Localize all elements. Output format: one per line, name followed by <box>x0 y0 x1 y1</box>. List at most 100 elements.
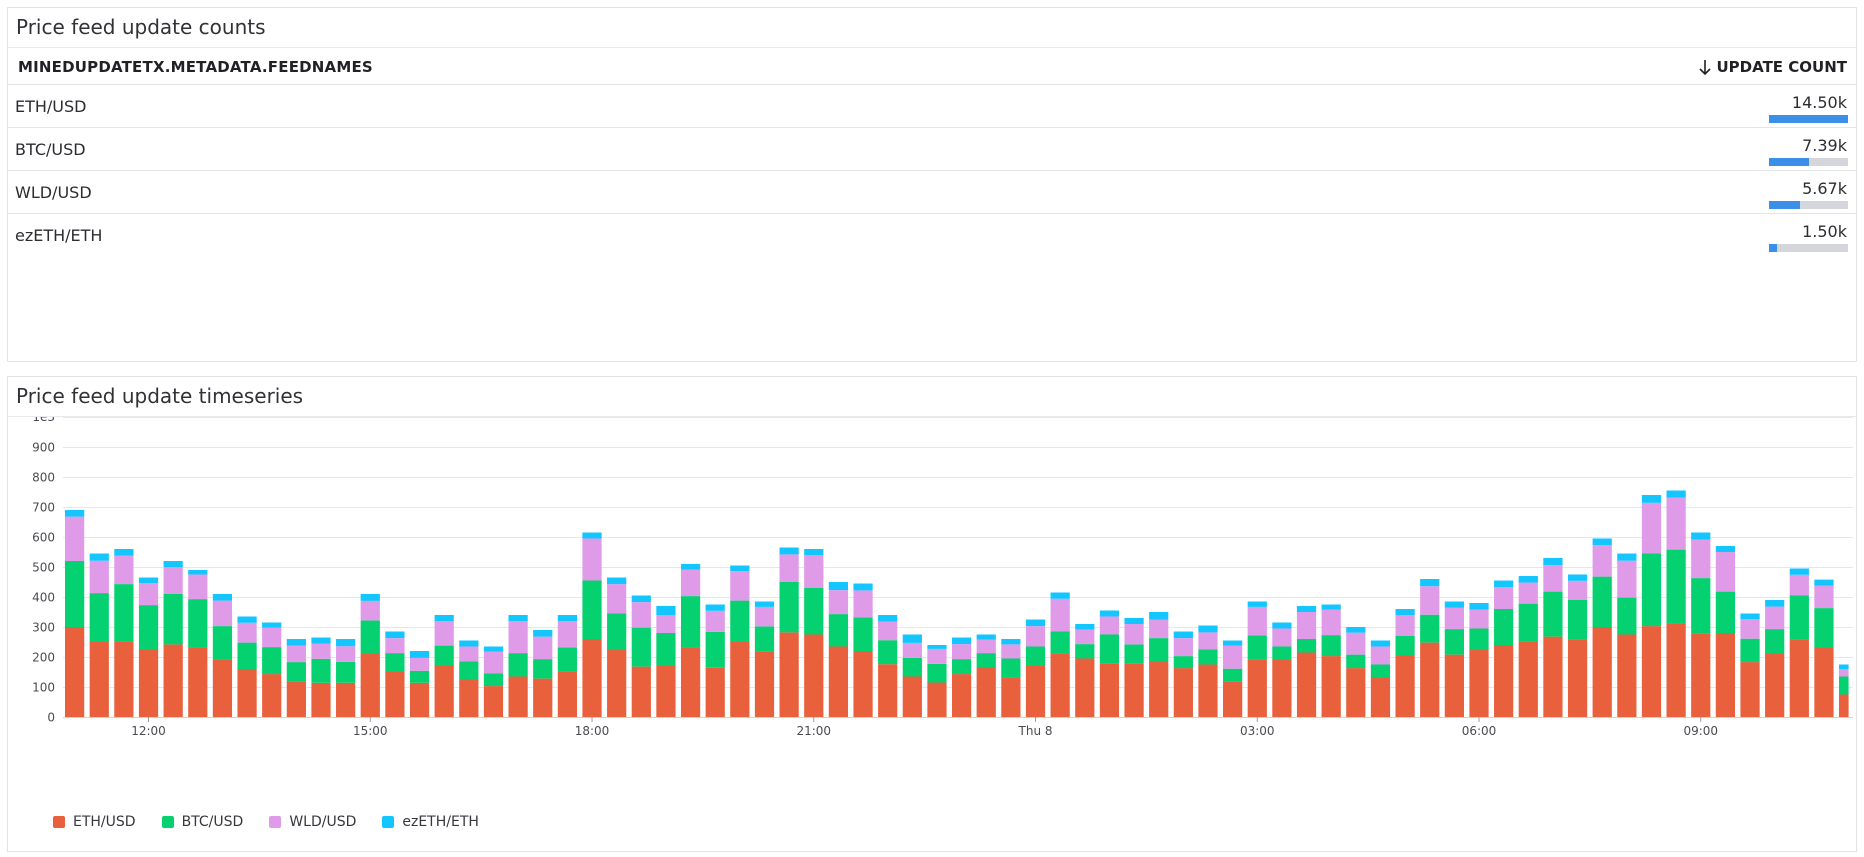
bar-segment-wld-usd <box>508 621 528 654</box>
bar-segment-wld-usd <box>237 622 257 643</box>
bar-segment-btc-usd <box>1149 638 1169 662</box>
bar-segment-eth-usd <box>902 676 922 717</box>
bar-segment-btc-usd <box>336 661 356 683</box>
bar-segment-btc-usd <box>114 584 134 642</box>
bar-segment-ezeth-eth <box>1494 580 1514 588</box>
count-bar-fill <box>1769 115 1848 123</box>
bar-segment-eth-usd <box>1715 633 1736 717</box>
table-row[interactable]: BTC/USD 7.39k <box>8 128 1856 171</box>
bar-segment-ezeth-eth <box>1001 639 1021 645</box>
bar-segment-wld-usd <box>1691 539 1711 579</box>
bar-segment-wld-usd <box>631 602 651 628</box>
count-bar-fill <box>1769 244 1778 252</box>
bar-segment-wld-usd <box>1075 629 1095 645</box>
bar-segment-btc-usd <box>1567 599 1588 640</box>
column-header-feednames[interactable]: MINEDUPDATETX.METADATA.FEEDNAMES <box>18 58 373 76</box>
bar-segment-eth-usd <box>1025 666 1046 717</box>
bar-segment-ezeth-eth <box>1321 604 1341 610</box>
bar-segment-wld-usd <box>804 555 824 588</box>
bar-segment-eth-usd <box>1592 627 1612 717</box>
bar-segment-btc-usd <box>138 605 159 650</box>
bar-segment-wld-usd <box>976 639 996 654</box>
bar-segment-btc-usd <box>1025 646 1046 666</box>
table-row[interactable]: ezETH/ETH 1.50k <box>8 214 1856 256</box>
bar-segment-ezeth-eth <box>730 565 750 572</box>
bar-segment-eth-usd <box>1198 664 1218 717</box>
feed-name: BTC/USD <box>15 140 86 159</box>
bar-segment-wld-usd <box>1740 619 1760 639</box>
bar-segment-ezeth-eth <box>1223 640 1243 646</box>
legend-item-eth-usd[interactable]: ETH/USD <box>53 814 136 830</box>
bar-segment-wld-usd <box>1296 612 1317 639</box>
bar-segment-ezeth-eth <box>1641 495 1662 503</box>
bar-segment-eth-usd <box>336 682 356 717</box>
bar-segment-wld-usd <box>1518 582 1538 604</box>
legend-item-btc-usd[interactable]: BTC/USD <box>161 814 243 830</box>
bar-segment-btc-usd <box>89 593 109 642</box>
bar-segment-btc-usd <box>1740 638 1760 663</box>
bar-segment-wld-usd <box>754 606 775 627</box>
bar-segment-ezeth-eth <box>188 570 208 575</box>
bar-segment-ezeth-eth <box>1444 601 1464 608</box>
count-bar-track <box>1769 158 1848 166</box>
bar-segment-wld-usd <box>1001 644 1021 659</box>
bar-segment-ezeth-eth <box>1740 613 1760 620</box>
bar-segment-ezeth-eth <box>1666 490 1686 498</box>
table-row[interactable]: WLD/USD 5.67k <box>8 171 1856 214</box>
bar-segment-eth-usd <box>779 632 799 717</box>
bar-segment-btc-usd <box>360 620 380 654</box>
bar-segment-wld-usd <box>163 567 183 594</box>
y-tick-label: 600 <box>32 531 55 545</box>
bar-segment-wld-usd <box>779 554 799 582</box>
bar-segment-btc-usd <box>385 653 405 672</box>
bar-segment-eth-usd <box>730 642 750 717</box>
bar-segment-ezeth-eth <box>163 561 183 567</box>
bar-segment-ezeth-eth <box>1789 568 1809 575</box>
bar-segment-eth-usd <box>138 649 159 717</box>
stacked-bar-chart[interactable]: 0 100 200 300 400 500 600 700 800 900 1e3 12:00 15:0… <box>8 417 1856 807</box>
bar-segment-btc-usd <box>1075 644 1095 659</box>
bar-segment-ezeth-eth <box>976 634 996 640</box>
legend-item-wld-usd[interactable]: WLD/USD <box>269 814 356 830</box>
y-tick-label: 800 <box>32 471 55 485</box>
bar-segment-ezeth-eth <box>680 564 701 570</box>
bar-segment-btc-usd <box>976 653 996 668</box>
column-header-update-count[interactable]: UPDATE COUNT <box>1698 58 1847 76</box>
bar-segment-wld-usd <box>853 590 873 618</box>
y-tick-label: 300 <box>32 621 55 635</box>
legend-item-ezeth-eth[interactable]: ezETH/ETH <box>382 814 479 830</box>
bar-segment-eth-usd <box>1789 639 1809 717</box>
bar-segment-ezeth-eth <box>89 553 109 561</box>
sort-descending-icon[interactable] <box>1698 59 1711 76</box>
bar-segment-wld-usd <box>1025 626 1046 647</box>
bar-segment-btc-usd <box>927 663 947 683</box>
bar-segment-wld-usd <box>1099 616 1120 635</box>
bar-segment-eth-usd <box>1296 652 1317 717</box>
bar-segment-wld-usd <box>1765 606 1785 630</box>
bar-segment-ezeth-eth <box>1617 553 1637 561</box>
bar-segment-btc-usd <box>1641 553 1662 627</box>
bar-segment-eth-usd <box>188 647 208 717</box>
legend-label: ETH/USD <box>73 814 136 830</box>
bar-segment-btc-usd <box>878 640 898 665</box>
x-tick-label: 21:00 <box>796 724 831 738</box>
bar-segment-btc-usd <box>1198 649 1218 665</box>
bar-segment-wld-usd <box>286 645 306 663</box>
bar-segment-eth-usd <box>483 686 504 717</box>
bar-segment-ezeth-eth <box>434 615 454 621</box>
bar-segment-eth-usd <box>1838 694 1849 717</box>
bar-segment-ezeth-eth <box>951 637 972 645</box>
bar-segment-btc-usd <box>1223 668 1243 682</box>
bar-segment-ezeth-eth <box>237 616 257 623</box>
bar-segment-wld-usd <box>1198 632 1218 650</box>
bar-segment-ezeth-eth <box>1765 600 1785 607</box>
bar-segment-btc-usd <box>434 645 454 666</box>
bar-segment-wld-usd <box>1370 646 1391 665</box>
bar-segment-btc-usd <box>1494 609 1514 645</box>
bar-segment-btc-usd <box>1099 634 1120 664</box>
bar-segment-eth-usd <box>1567 639 1588 717</box>
table-row[interactable]: ETH/USD 14.50k <box>8 85 1856 128</box>
bar-segment-ezeth-eth <box>212 594 233 601</box>
bar-segment-ezeth-eth <box>902 634 922 643</box>
bar-segment-btc-usd <box>311 658 331 683</box>
